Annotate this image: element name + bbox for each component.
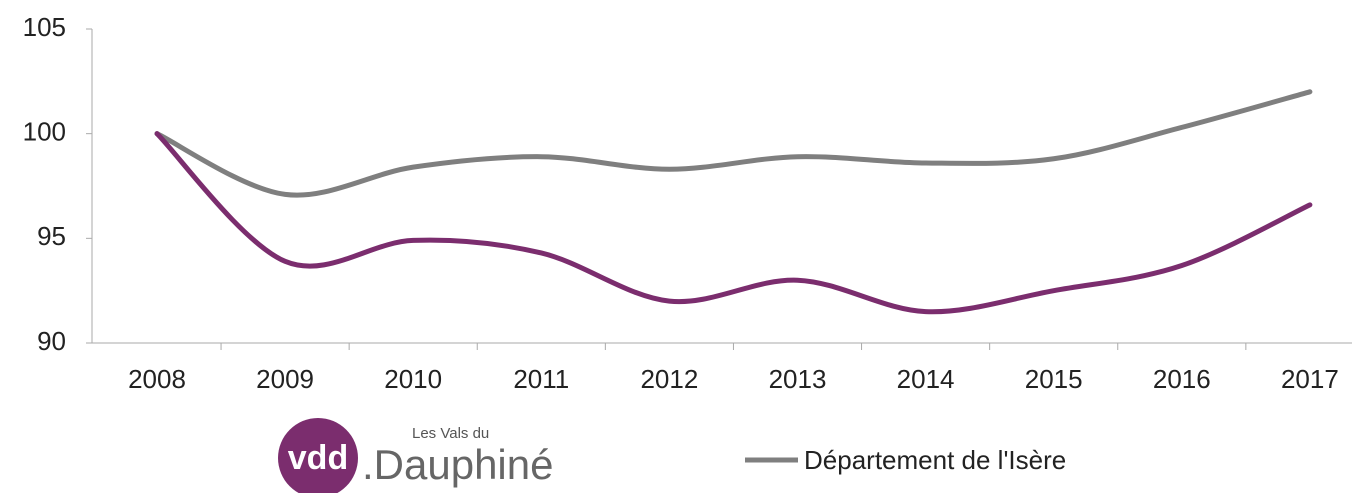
y-tick-label: 100 <box>23 117 66 147</box>
x-tick-label: 2015 <box>1025 364 1083 394</box>
x-tick-label: 2013 <box>769 364 827 394</box>
legend-label: Département de l'Isère <box>804 445 1066 475</box>
x-tick-label: 2016 <box>1153 364 1211 394</box>
y-tick-label: 95 <box>37 221 66 251</box>
logo-upper: Les Vals du <box>412 425 489 442</box>
y-tick-label: 105 <box>23 12 66 42</box>
x-tick-label: 2017 <box>1281 364 1339 394</box>
logo-badge-text: vdd <box>288 439 348 477</box>
x-tick-label: 2010 <box>384 364 442 394</box>
y-tick-label: 90 <box>37 326 66 356</box>
x-tick-label: 2009 <box>256 364 314 394</box>
logo-badge <box>278 418 358 493</box>
series-line <box>154 89 1313 198</box>
x-tick-label: 2012 <box>640 364 698 394</box>
series-line <box>154 131 1313 315</box>
x-tick-label: 2011 <box>513 364 569 394</box>
logo-lower: .Dauphiné <box>362 441 553 488</box>
x-tick-label: 2008 <box>128 364 186 394</box>
x-tick-label: 2014 <box>897 364 955 394</box>
